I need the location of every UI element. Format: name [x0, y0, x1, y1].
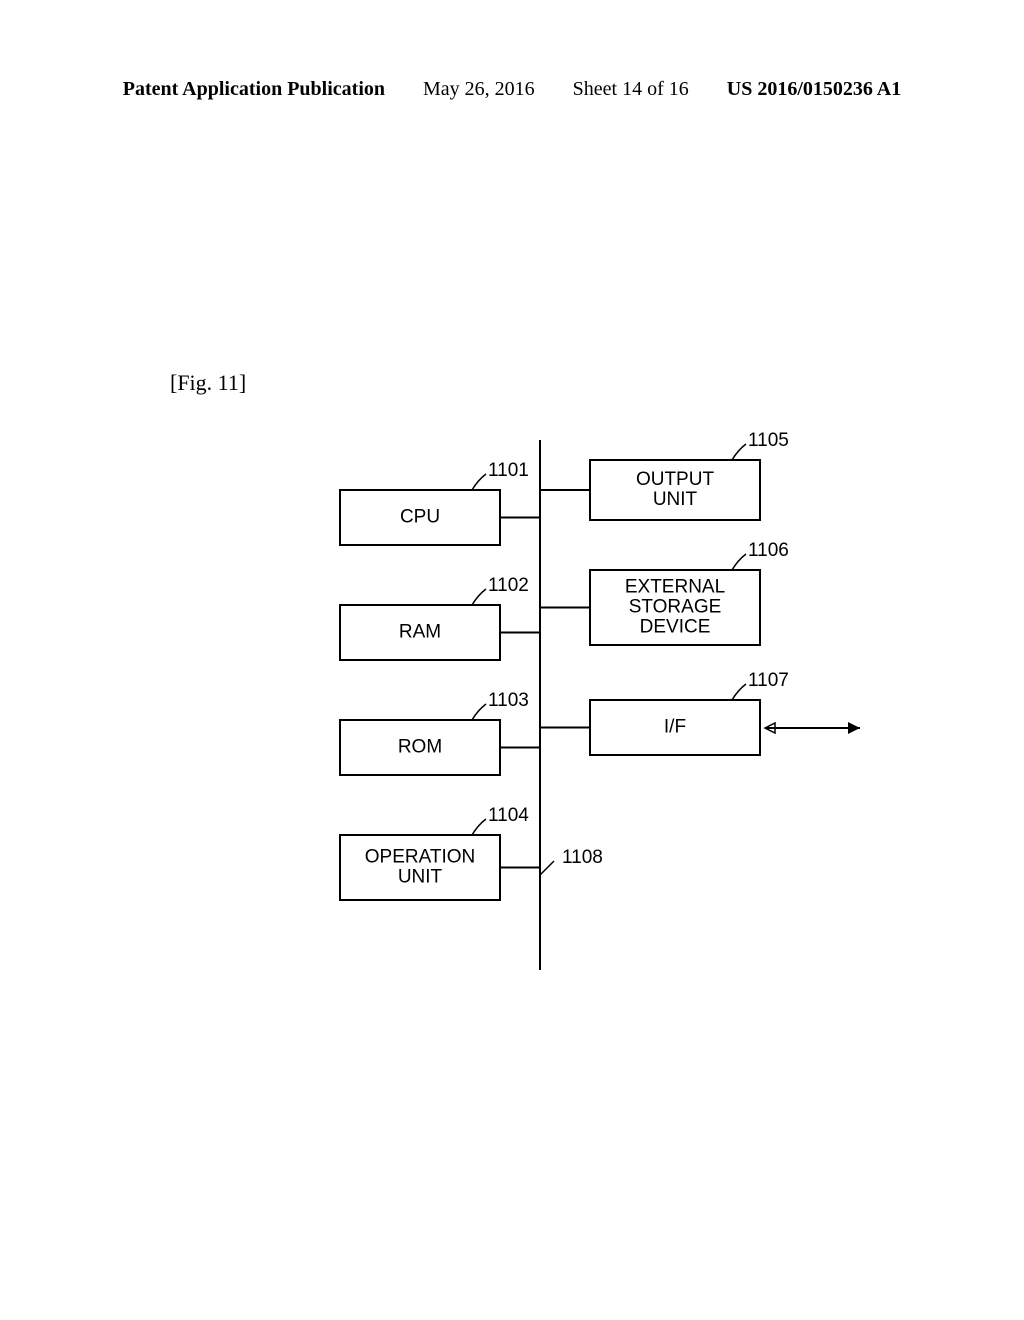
svg-text:1107: 1107: [748, 670, 789, 691]
svg-text:OUTPUT: OUTPUT: [636, 469, 715, 490]
diagram-svg: 1108CPU1101RAM1102ROM1103OPERATIONUNIT11…: [260, 430, 900, 990]
svg-text:I/F: I/F: [664, 717, 686, 738]
header-date: May 26, 2016: [423, 78, 535, 101]
block-diagram: 1108CPU1101RAM1102ROM1103OPERATIONUNIT11…: [260, 430, 900, 990]
svg-text:DEVICE: DEVICE: [640, 617, 711, 638]
svg-text:ROM: ROM: [398, 737, 442, 758]
svg-text:RAM: RAM: [399, 622, 441, 643]
figure-label: [Fig. 11]: [170, 370, 246, 396]
svg-text:1104: 1104: [488, 805, 529, 826]
svg-text:EXTERNAL: EXTERNAL: [625, 577, 725, 598]
svg-text:1108: 1108: [562, 847, 603, 868]
svg-text:1106: 1106: [748, 540, 789, 561]
svg-text:OPERATION: OPERATION: [365, 847, 476, 868]
svg-text:1101: 1101: [488, 460, 529, 481]
svg-text:UNIT: UNIT: [653, 489, 698, 510]
svg-text:STORAGE: STORAGE: [629, 597, 722, 618]
header-sheet: Sheet 14 of 16: [573, 78, 689, 101]
svg-text:1105: 1105: [748, 430, 789, 451]
header-appno: US 2016/0150236 A1: [727, 78, 901, 101]
header-publication: Patent Application Publication: [123, 78, 385, 101]
svg-text:1102: 1102: [488, 575, 529, 596]
svg-text:UNIT: UNIT: [398, 867, 443, 888]
svg-text:CPU: CPU: [400, 507, 440, 528]
svg-text:1103: 1103: [488, 690, 529, 711]
page-header: Patent Application Publication May 26, 2…: [0, 78, 1024, 101]
